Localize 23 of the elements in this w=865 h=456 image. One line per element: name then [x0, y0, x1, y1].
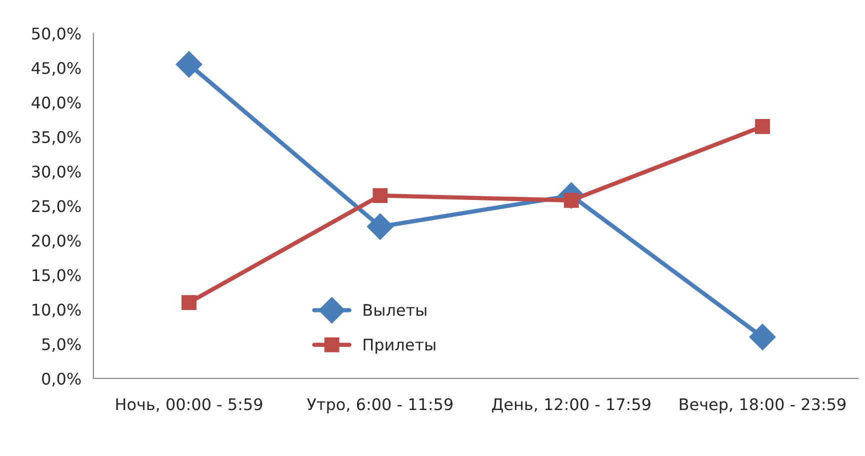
- point: [366, 213, 394, 240]
- x-tick-label: Утро, 6:00 - 11:59: [306, 398, 453, 414]
- point: [372, 188, 388, 203]
- y-tick-label: 5,0%: [42, 338, 81, 352]
- y-tick-label: 50,0%: [32, 28, 81, 42]
- y-tick-label: 0,0%: [42, 372, 81, 386]
- point: [749, 324, 776, 350]
- y-tick-label: 25,0%: [32, 200, 81, 214]
- y-tick-label: 30,0%: [32, 166, 81, 180]
- legend-label: Вылеты: [364, 304, 426, 316]
- y-tick-label: 45,0%: [32, 62, 81, 76]
- y-tick-label: 35,0%: [32, 131, 81, 145]
- x-tick-label: День, 12:00 - 17:59: [492, 398, 650, 413]
- x-tick-label: Вечер, 18:00 - 23:59: [680, 398, 846, 414]
- legend-label: Прилеты: [364, 338, 436, 354]
- point: [176, 51, 202, 78]
- y-tick-label: 15,0%: [32, 269, 81, 283]
- y-tick-label: 40,0%: [32, 96, 81, 110]
- point: [182, 295, 196, 310]
- y-tick-label: 20,0%: [32, 234, 81, 248]
- x-tick-label: Ночь, 00:00 - 5:59: [116, 398, 262, 412]
- point: [755, 119, 770, 134]
- y-tick-label: 10,0%: [32, 304, 81, 318]
